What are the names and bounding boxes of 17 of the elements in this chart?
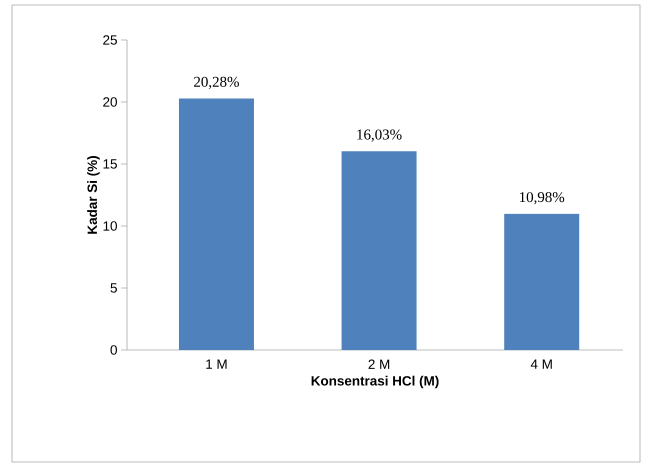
data-label: 20,28%	[194, 76, 239, 89]
y-tick-label: 10	[104, 221, 117, 231]
data-label: 16,03%	[357, 129, 402, 142]
y-axis-title: Kadar Si (%)	[87, 156, 100, 234]
bar	[342, 151, 417, 350]
x-tick-label: 4 M	[530, 360, 552, 369]
x-axis-title: Konsentrasi HCl (M)	[312, 376, 439, 388]
y-tick-label: 20	[103, 97, 117, 107]
y-tick-label: 15	[104, 159, 117, 169]
y-tick-label: 5	[110, 283, 117, 293]
bar	[178, 98, 254, 350]
x-tick-label: 1 M	[206, 360, 227, 369]
data-label: 10,98%	[520, 192, 564, 204]
bar	[504, 214, 580, 350]
x-tick-label: 2 M	[368, 360, 390, 369]
y-tick-label: 25	[103, 35, 117, 45]
y-tick-label: 0	[110, 345, 117, 355]
